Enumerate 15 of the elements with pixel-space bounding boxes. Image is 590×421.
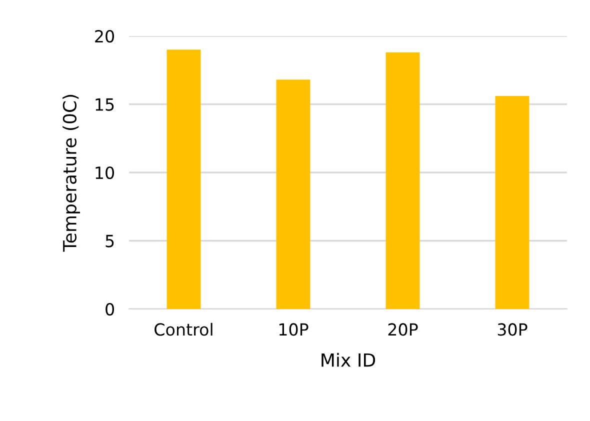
y-tick-label: 0 [106,302,114,316]
y-tick-label: 20 [95,30,114,43]
y-axis-title: Temperature (0C) [62,94,80,252]
x-tick-label: 30P [498,323,528,336]
bar [276,80,310,309]
x-tick-label: 20P [388,323,418,336]
y-tick-label: 5 [106,234,114,248]
y-tick-label: 15 [96,98,114,111]
bar [386,52,420,309]
x-tick-label: 10P [279,323,308,336]
bar [166,50,201,309]
bar [495,96,530,309]
x-axis-title: Mix ID [322,352,376,367]
y-tick-label: 10 [96,166,114,180]
x-tick-label: Control [154,322,212,336]
